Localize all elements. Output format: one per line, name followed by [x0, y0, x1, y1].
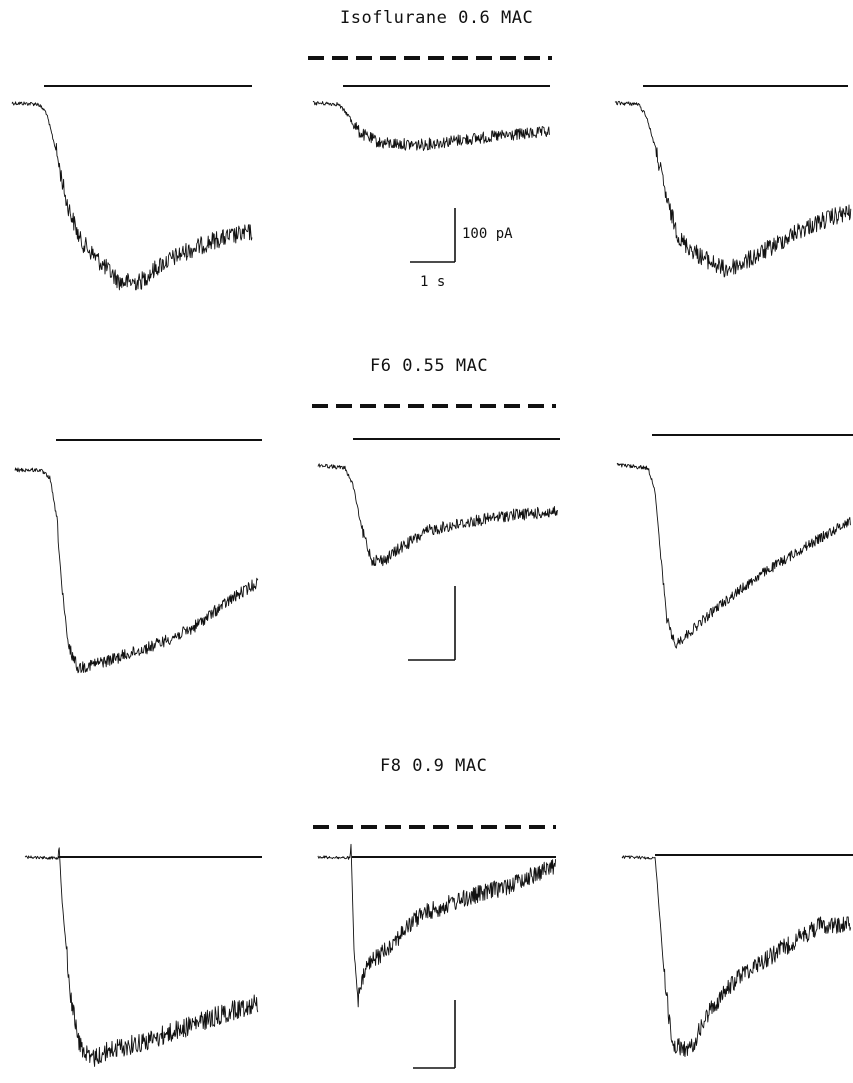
row-2-control-current-trace	[14, 467, 259, 674]
row-1-title: Isoflurane 0.6 MAC	[340, 8, 534, 28]
row-1-control-current-trace	[11, 101, 253, 291]
row-3-washout-current-trace	[621, 855, 852, 1058]
row-2-title: F6 0.55 MAC	[370, 356, 489, 376]
row-3-anesthetic-current-trace	[317, 843, 557, 1008]
scale-bar-time-label: 1 s	[420, 274, 446, 290]
row-1-washout-current-trace	[614, 100, 852, 278]
row-3-control-current-trace	[24, 847, 259, 1067]
row-1-anesthetic-current-trace	[312, 100, 550, 151]
row-2-washout-current-trace	[616, 462, 851, 649]
row-2-anesthetic-current-trace	[317, 463, 558, 567]
row-3-title: F8 0.9 MAC	[380, 756, 488, 776]
scale-bar-current-label: 100 pA	[462, 226, 513, 242]
